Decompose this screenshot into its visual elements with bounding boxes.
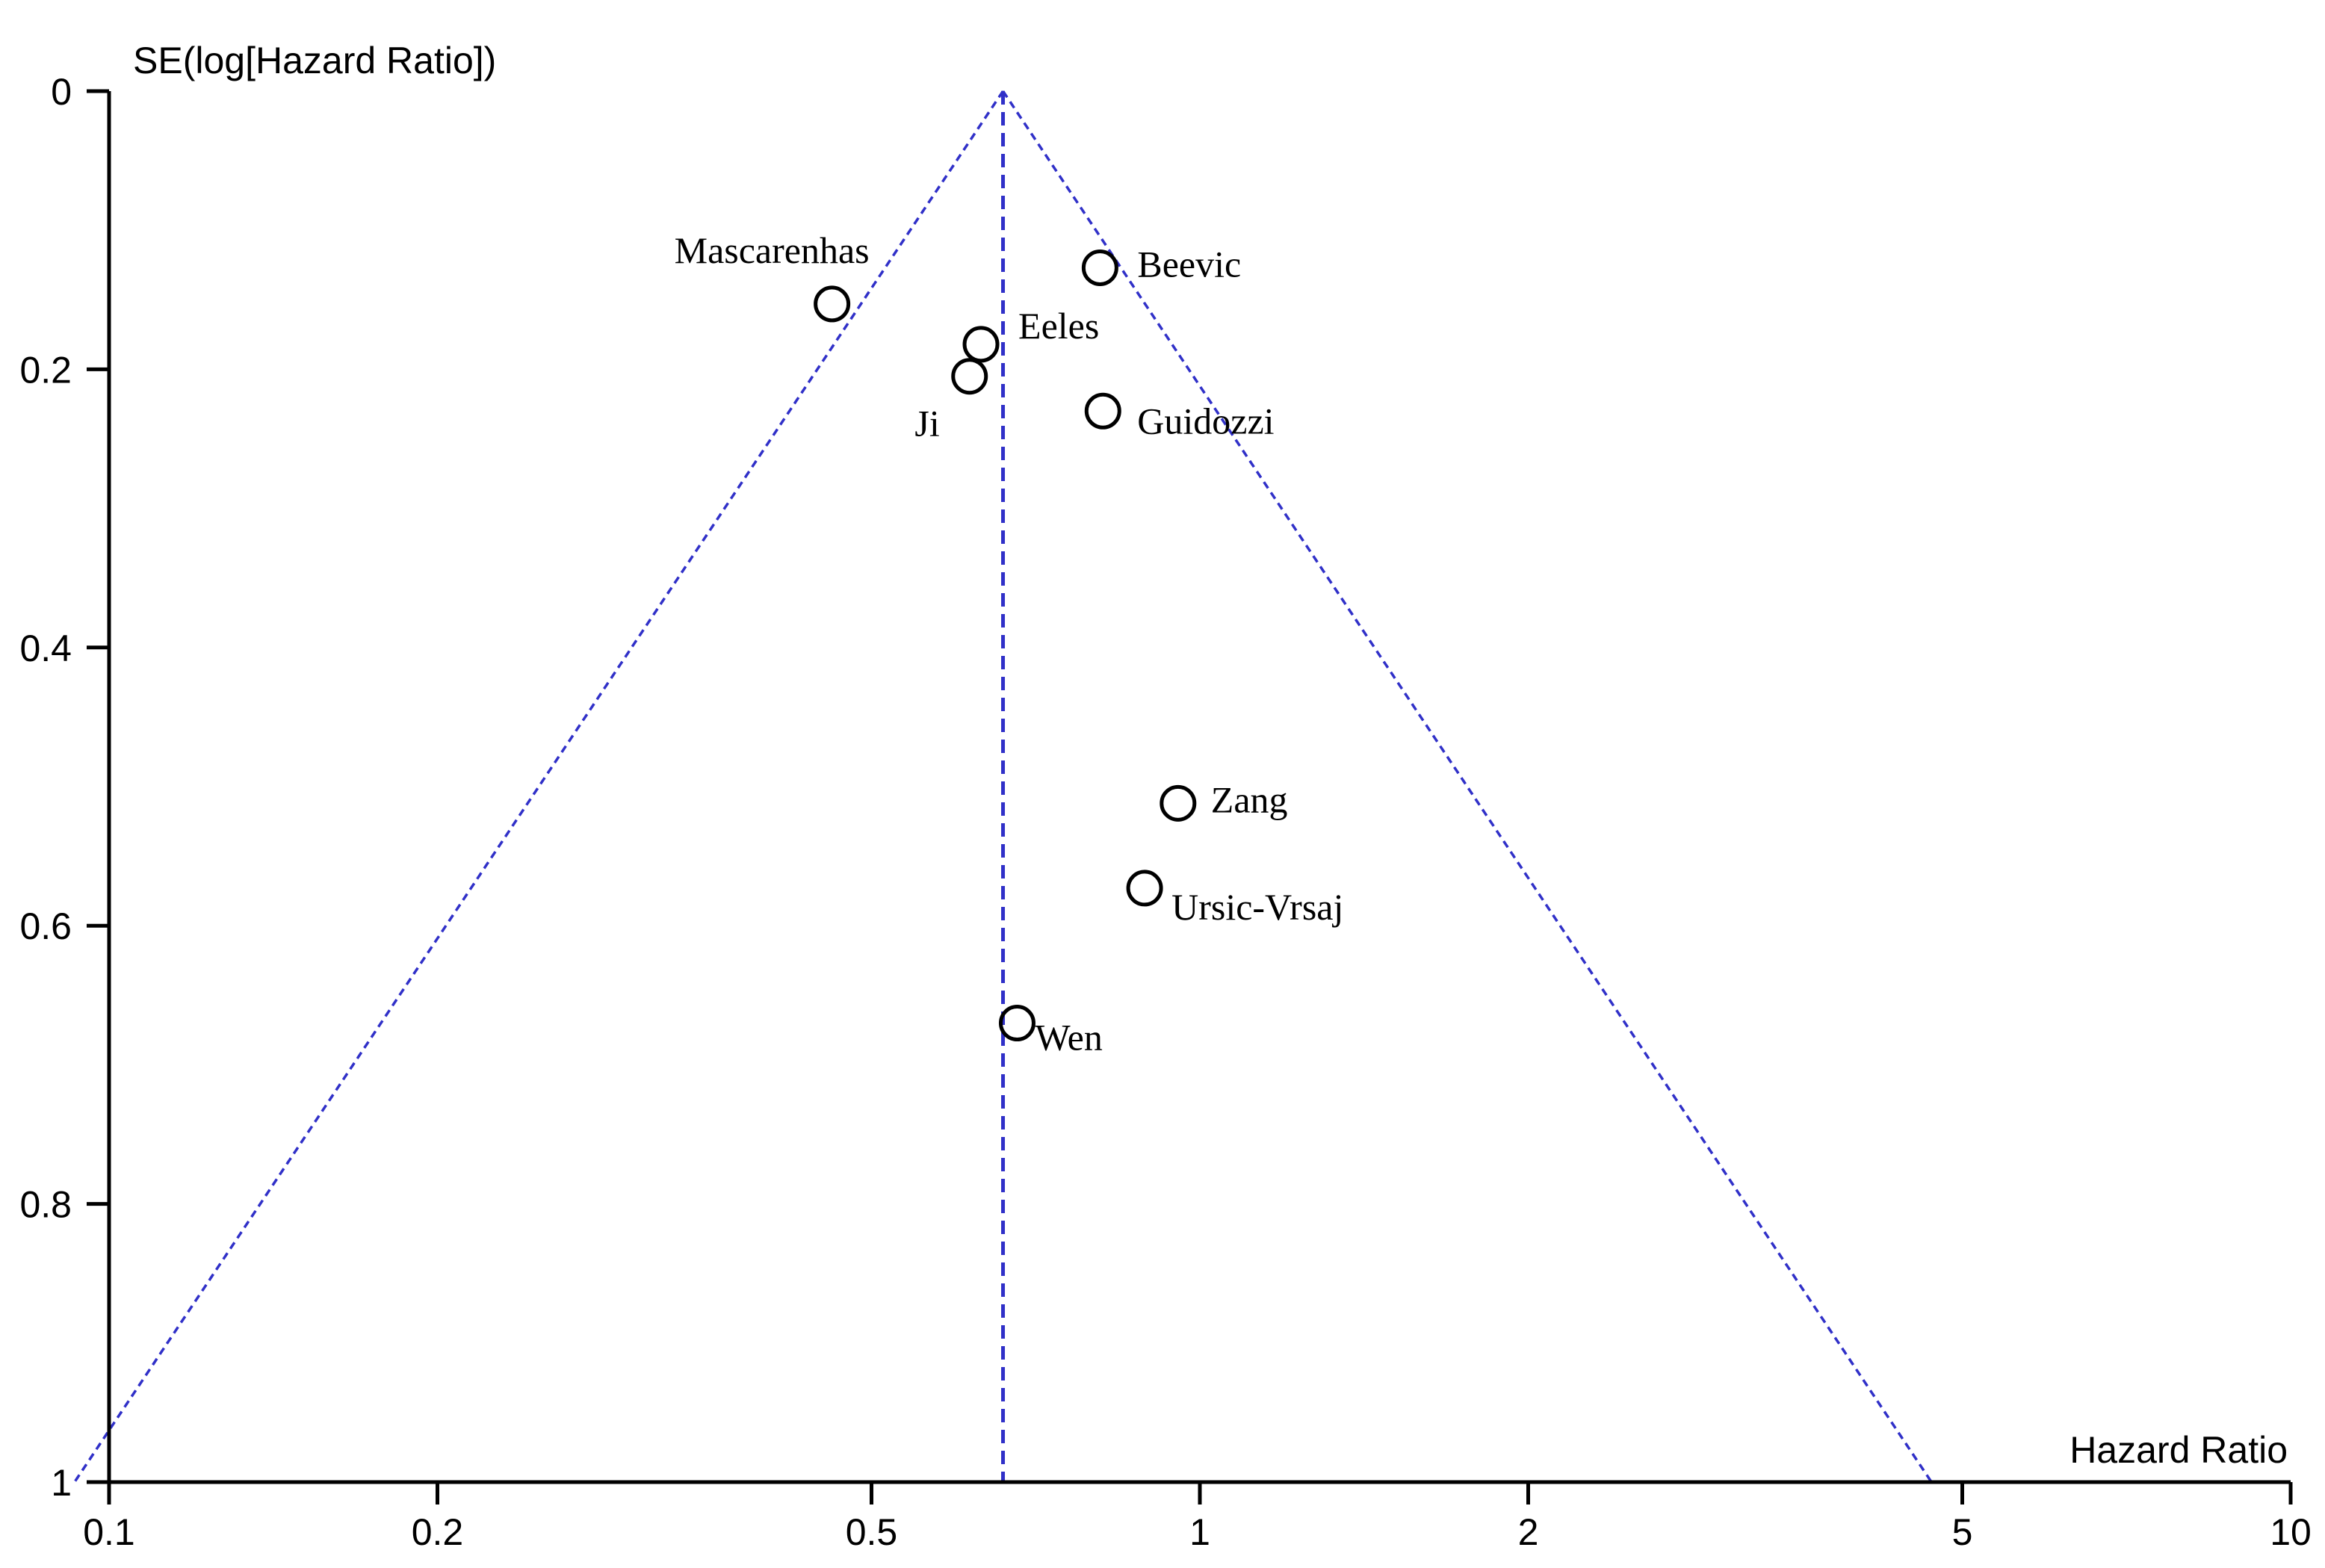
study-point-marker bbox=[998, 1005, 1035, 1042]
study-label: Guidozzi bbox=[1137, 400, 1274, 441]
x-axis-title: Hazard Ratio bbox=[2069, 1429, 2288, 1471]
study-point-marker bbox=[1084, 392, 1121, 430]
x-tick-label: 0.2 bbox=[412, 1511, 464, 1553]
study-point-marker bbox=[951, 358, 988, 395]
y-tick-label: 0.6 bbox=[19, 905, 72, 947]
study-point-marker bbox=[814, 285, 851, 323]
study-label: Ursic-Vrsaj bbox=[1171, 886, 1343, 928]
y-tick-label: 1 bbox=[51, 1462, 72, 1504]
y-tick-label: 0.2 bbox=[19, 349, 72, 391]
y-tick-label: 0 bbox=[51, 71, 72, 113]
study-label: Wen bbox=[1035, 1017, 1102, 1059]
study-label: Zang bbox=[1211, 778, 1288, 820]
x-tick-label: 5 bbox=[1952, 1511, 1973, 1553]
study-points: Mascarenhas Beevic Eeles Ji Guidozzi Zang Ursi… bbox=[675, 229, 1344, 1059]
axes: 0 0.2 0.4 0.6 0.8 1 0.1 0.2 0.5 1 2 5 10 bbox=[19, 71, 2311, 1553]
y-tick-label: 0.4 bbox=[19, 627, 72, 669]
x-tick-label: 0.1 bbox=[83, 1511, 135, 1553]
funnel-lines bbox=[73, 90, 1933, 1483]
study-label: Ji bbox=[914, 403, 939, 444]
study-point-marker bbox=[1081, 249, 1118, 286]
study-label: Eeles bbox=[1018, 305, 1099, 347]
study-point-marker bbox=[1126, 870, 1163, 907]
study-label: Mascarenhas bbox=[675, 229, 870, 271]
x-tick-label: 0.5 bbox=[846, 1511, 898, 1553]
x-tick-label: 10 bbox=[2270, 1511, 2312, 1553]
x-tick-label: 1 bbox=[1189, 1511, 1210, 1553]
study-point-marker bbox=[1160, 784, 1197, 822]
study-label: Beevic bbox=[1137, 243, 1241, 285]
study-point-marker bbox=[962, 326, 1000, 363]
x-tick-label: 2 bbox=[1518, 1511, 1539, 1553]
y-tick-label: 0.8 bbox=[19, 1184, 72, 1226]
y-axis-title: SE(log[Hazard Ratio]) bbox=[133, 40, 496, 81]
